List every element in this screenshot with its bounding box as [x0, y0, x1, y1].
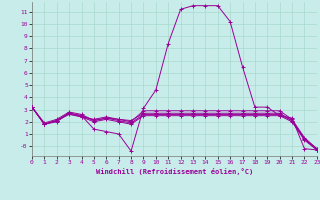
X-axis label: Windchill (Refroidissement éolien,°C): Windchill (Refroidissement éolien,°C): [96, 168, 253, 175]
